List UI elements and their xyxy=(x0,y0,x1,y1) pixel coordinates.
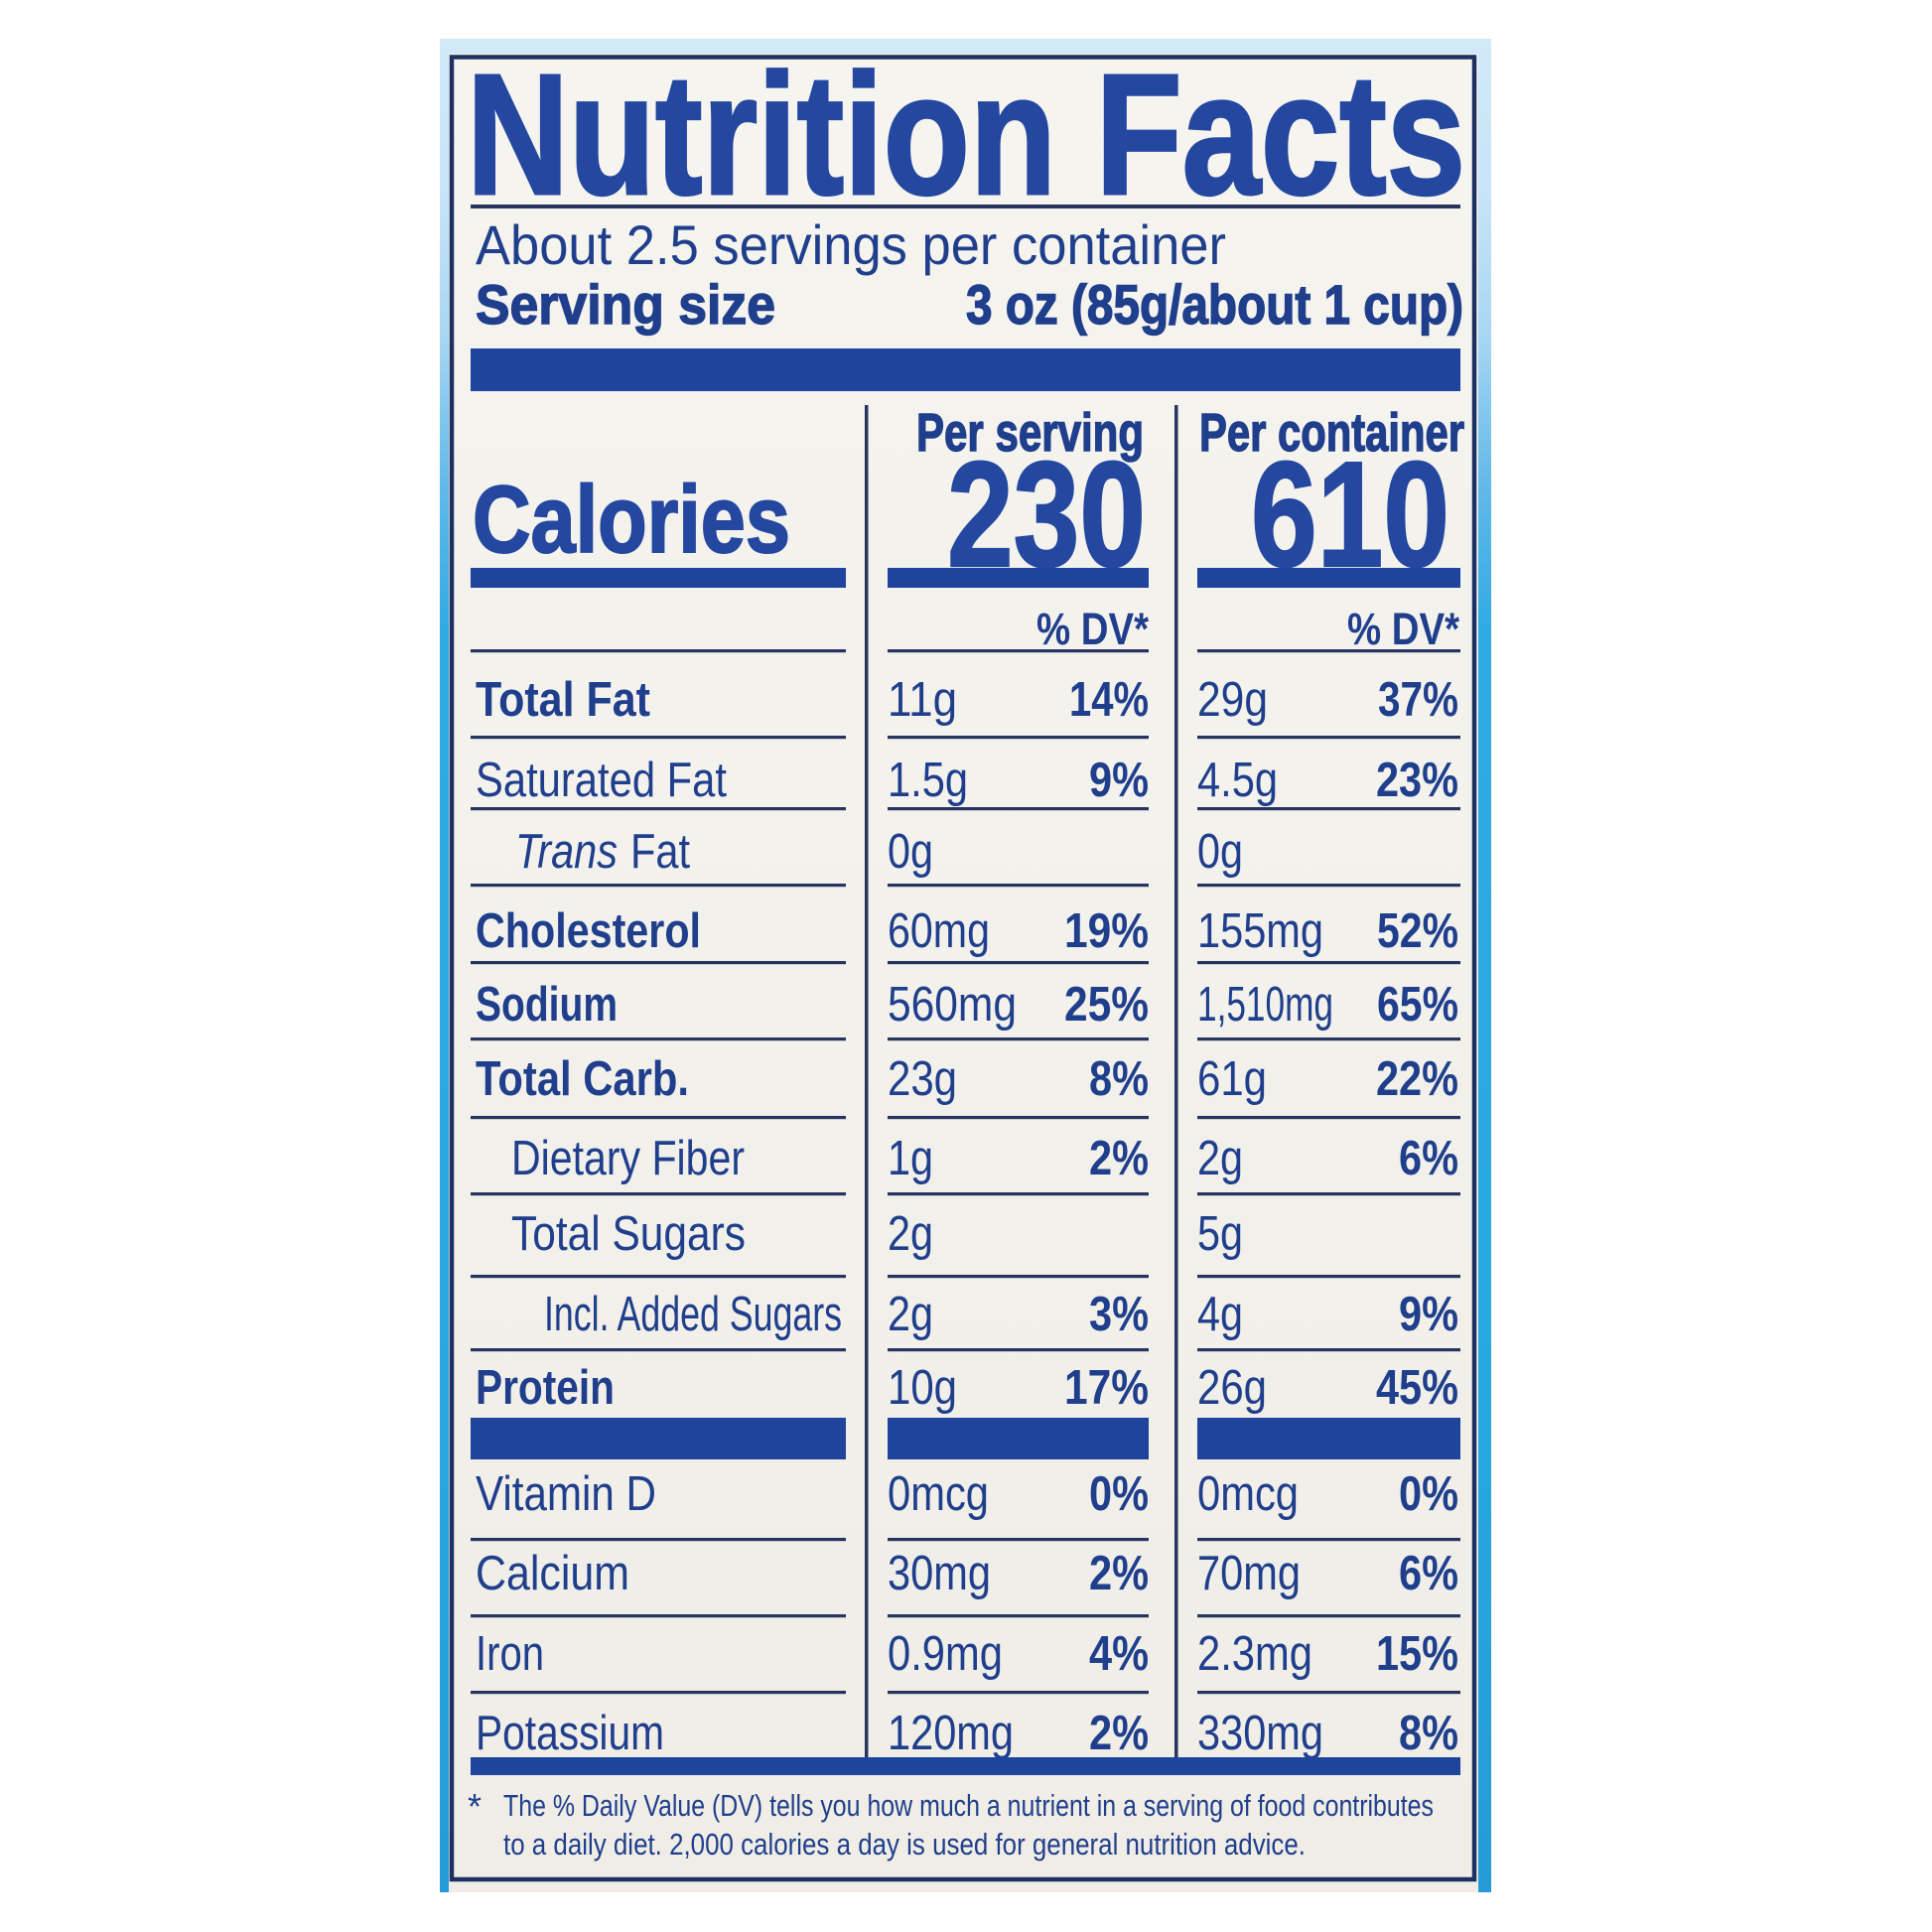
svg-text:1,510mg: 1,510mg xyxy=(1197,978,1333,1032)
svg-text:2g: 2g xyxy=(888,1288,933,1341)
svg-text:330mg: 330mg xyxy=(1197,1707,1323,1760)
svg-text:*: * xyxy=(468,1786,482,1827)
svg-text:Calories: Calories xyxy=(473,467,790,573)
svg-text:to a daily diet. 2,000 calorie: to a daily diet. 2,000 calories a day is… xyxy=(503,1827,1306,1862)
svg-text:Protein: Protein xyxy=(476,1361,615,1415)
svg-text:0%: 0% xyxy=(1089,1467,1149,1521)
svg-text:Total Carb.: Total Carb. xyxy=(476,1052,689,1106)
svg-text:25%: 25% xyxy=(1064,978,1149,1032)
svg-text:17%: 17% xyxy=(1064,1361,1149,1415)
svg-text:% DV*: % DV* xyxy=(1036,604,1149,654)
svg-text:5g: 5g xyxy=(1197,1207,1243,1261)
svg-text:Per serving: Per serving xyxy=(916,403,1144,463)
svg-text:Nutrition Facts: Nutrition Facts xyxy=(467,38,1465,230)
svg-text:Vitamin D: Vitamin D xyxy=(476,1467,656,1521)
svg-text:0mcg: 0mcg xyxy=(1197,1467,1299,1521)
svg-text:65%: 65% xyxy=(1377,978,1458,1032)
svg-text:0g: 0g xyxy=(1197,825,1243,879)
svg-text:4g: 4g xyxy=(1197,1288,1243,1341)
svg-text:0mcg: 0mcg xyxy=(888,1467,989,1521)
svg-text:Potassium: Potassium xyxy=(476,1707,664,1760)
svg-text:1g: 1g xyxy=(888,1132,933,1185)
svg-text:52%: 52% xyxy=(1377,904,1458,958)
svg-text:4.5g: 4.5g xyxy=(1197,754,1278,807)
svg-text:2.3mg: 2.3mg xyxy=(1197,1627,1312,1681)
svg-text:6%: 6% xyxy=(1399,1547,1458,1600)
svg-text:3 oz (85g/about 1 cup): 3 oz (85g/about 1 cup) xyxy=(966,273,1463,336)
svg-text:11g: 11g xyxy=(888,673,957,727)
svg-text:2g: 2g xyxy=(888,1207,933,1261)
svg-text:70mg: 70mg xyxy=(1197,1547,1301,1600)
svg-text:4%: 4% xyxy=(1089,1627,1149,1681)
svg-text:Fat: Fat xyxy=(630,825,690,879)
svg-text:About 2.5 servings per contain: About 2.5 servings per container xyxy=(476,213,1226,276)
svg-text:Trans: Trans xyxy=(515,825,618,879)
svg-text:Calcium: Calcium xyxy=(476,1547,629,1600)
svg-text:Total Sugars: Total Sugars xyxy=(511,1207,746,1261)
svg-text:60mg: 60mg xyxy=(888,904,990,958)
svg-text:120mg: 120mg xyxy=(888,1707,1014,1760)
svg-text:2g: 2g xyxy=(1197,1132,1243,1185)
svg-text:2%: 2% xyxy=(1089,1547,1149,1600)
svg-text:6%: 6% xyxy=(1399,1132,1458,1185)
svg-text:Total Fat: Total Fat xyxy=(476,673,650,727)
svg-text:% DV*: % DV* xyxy=(1347,604,1459,654)
svg-text:15%: 15% xyxy=(1376,1627,1458,1681)
svg-text:8%: 8% xyxy=(1089,1052,1149,1106)
svg-text:2%: 2% xyxy=(1089,1132,1149,1185)
svg-text:0%: 0% xyxy=(1399,1467,1458,1521)
svg-text:Cholesterol: Cholesterol xyxy=(476,904,701,958)
svg-text:The % Daily Value (DV) tells y: The % Daily Value (DV) tells you how muc… xyxy=(503,1788,1434,1823)
svg-text:19%: 19% xyxy=(1064,904,1149,958)
svg-text:14%: 14% xyxy=(1069,673,1149,727)
svg-text:3%: 3% xyxy=(1089,1288,1149,1341)
svg-text:30mg: 30mg xyxy=(888,1547,991,1600)
svg-text:Incl. Added Sugars: Incl. Added Sugars xyxy=(544,1288,842,1341)
svg-text:8%: 8% xyxy=(1399,1707,1458,1760)
svg-text:23g: 23g xyxy=(888,1052,957,1106)
svg-text:Sodium: Sodium xyxy=(476,978,618,1032)
svg-text:0g: 0g xyxy=(888,825,933,879)
svg-text:2%: 2% xyxy=(1089,1707,1149,1760)
svg-text:Dietary Fiber: Dietary Fiber xyxy=(511,1132,745,1185)
svg-text:Per container: Per container xyxy=(1199,403,1464,463)
svg-text:22%: 22% xyxy=(1376,1052,1458,1106)
svg-text:10g: 10g xyxy=(888,1361,957,1415)
svg-text:Saturated Fat: Saturated Fat xyxy=(476,754,727,807)
svg-text:29g: 29g xyxy=(1197,673,1268,727)
svg-text:23%: 23% xyxy=(1376,754,1458,807)
svg-text:9%: 9% xyxy=(1399,1288,1458,1341)
svg-text:37%: 37% xyxy=(1378,673,1458,727)
svg-text:560mg: 560mg xyxy=(888,978,1017,1032)
svg-text:1.5g: 1.5g xyxy=(888,754,968,807)
svg-text:26g: 26g xyxy=(1197,1361,1267,1415)
svg-text:Iron: Iron xyxy=(476,1627,544,1681)
svg-text:Serving size: Serving size xyxy=(476,273,775,336)
svg-text:0.9mg: 0.9mg xyxy=(888,1627,1003,1681)
svg-text:9%: 9% xyxy=(1089,754,1149,807)
svg-text:45%: 45% xyxy=(1376,1361,1458,1415)
svg-text:61g: 61g xyxy=(1197,1052,1267,1106)
svg-text:155mg: 155mg xyxy=(1197,904,1323,958)
